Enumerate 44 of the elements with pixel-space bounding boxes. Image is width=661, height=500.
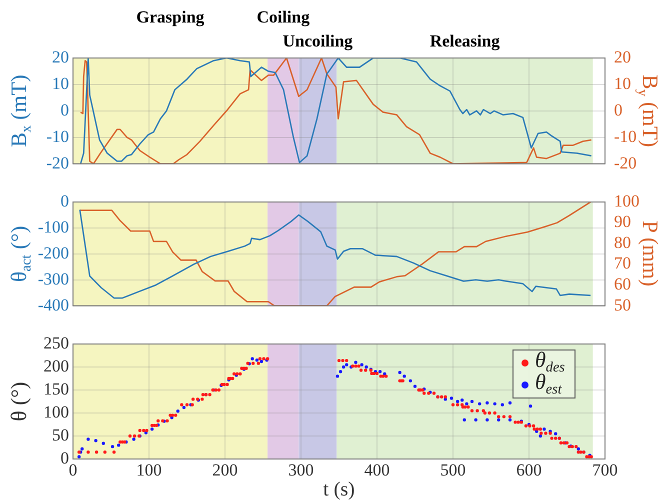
y2-axis-title: By (mT) [634,74,661,148]
band-label: Releasing [430,31,500,50]
band-label: Coiling [256,7,310,26]
band-label: Uncoiling [282,31,354,50]
x-tick-label: 200 [212,460,238,480]
y-tick-label: 150 [44,379,69,398]
y-tick-label: -20 [46,153,69,172]
y2-tick-label: 50 [614,295,631,314]
y-tick-label: 0 [60,191,69,210]
y-tick-label: 0 [60,100,69,120]
y-tick-label: 200 [44,356,69,376]
band-label: Grasping [136,7,205,26]
y-tick-label: -300 [38,269,69,288]
x-tick-label: 700 [592,460,618,480]
y-axis-title: θ (°) [6,382,31,422]
y2-tick-label: 60 [614,274,631,294]
y-tick-label: 50 [52,425,69,444]
y-tick-label: -100 [38,217,69,236]
x-tick-label: 600 [516,460,542,480]
y-tick-label: -200 [38,243,69,262]
y-tick-label: 20 [52,47,69,66]
y-axis-title: Bx (mT) [6,74,34,148]
y2-tick-label: 70 [614,254,631,273]
y2-tick-label: 20 [614,47,631,66]
y-axis-title: θact (°) [6,226,34,282]
y2-tick-label: 10 [614,74,631,93]
y-tick-label: 10 [52,74,69,93]
y2-tick-label: 0 [614,100,622,120]
y2-axis-title: P (mm) [638,220,661,286]
y2-tick-label: -10 [614,126,637,146]
y-tick-label: 100 [44,402,69,422]
y2-tick-label: -20 [614,153,637,172]
x-tick-label: 400 [364,460,390,480]
y-tick-label: 0 [60,448,69,468]
x-tick-label: 500 [440,460,466,480]
x-axis-title: t (s) [323,478,355,500]
y2-tick-label: 100 [614,191,640,210]
y-tick-label: 250 [44,333,69,352]
x-tick-label: 100 [136,460,162,480]
y2-tick-label: 80 [614,232,631,252]
x-tick-label: 300 [288,460,314,480]
y-tick-label: -10 [46,126,69,146]
y-tick-label: -400 [38,295,69,314]
y2-tick-label: 90 [614,212,631,232]
